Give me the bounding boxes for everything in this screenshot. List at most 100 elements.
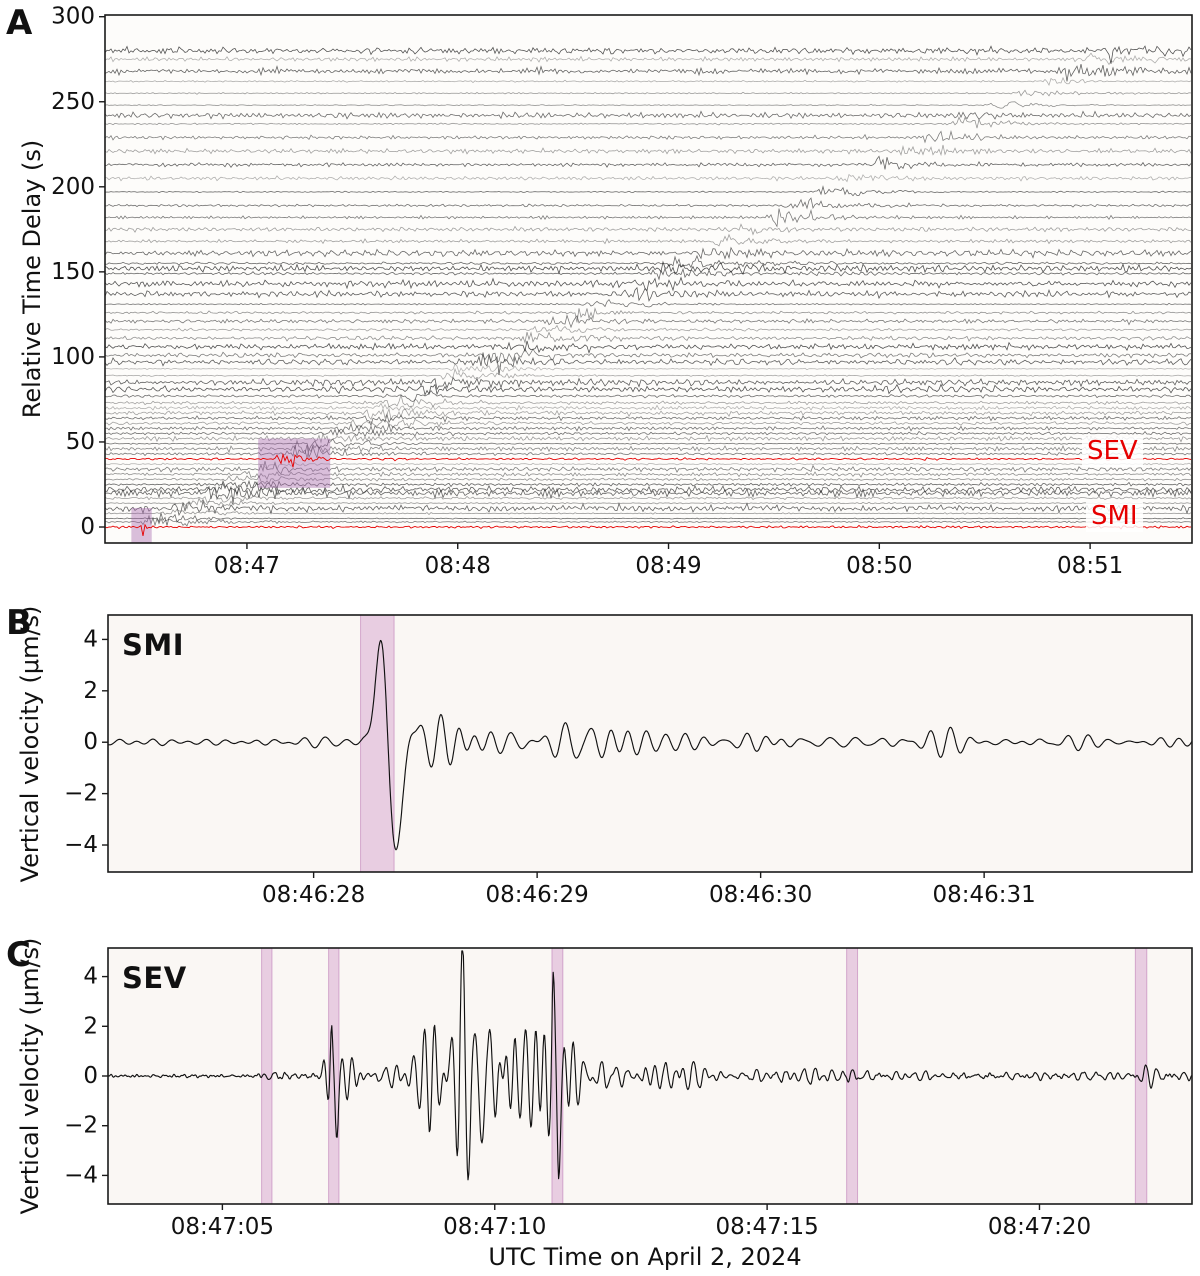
panel-c-letter: C bbox=[6, 935, 31, 975]
seismic-trace bbox=[105, 130, 1192, 144]
seismic-trace bbox=[105, 444, 1192, 459]
seismic-trace bbox=[105, 499, 1192, 517]
x-tick-label: 08:47 bbox=[214, 553, 280, 579]
seismic-trace bbox=[105, 428, 1192, 438]
sev-pick-highlight bbox=[261, 947, 273, 1205]
y-tick-label: 300 bbox=[51, 4, 95, 30]
seismic-trace bbox=[105, 223, 1191, 236]
sev-trace-red bbox=[105, 452, 1192, 468]
x-axis-label: UTC Time on April 2, 2024 bbox=[488, 1243, 802, 1271]
y-tick-label: −2 bbox=[64, 1113, 98, 1139]
red-station-traces bbox=[105, 452, 1192, 536]
x-tick-label: 08:48 bbox=[425, 553, 491, 579]
seismic-trace bbox=[105, 254, 1192, 269]
seismic-trace bbox=[105, 276, 1192, 292]
seismic-trace bbox=[105, 45, 1192, 64]
seismic-trace bbox=[105, 286, 1192, 302]
seismic-trace bbox=[105, 246, 1192, 260]
y-tick-label: 150 bbox=[51, 259, 95, 285]
x-tick-label: 08:49 bbox=[635, 553, 701, 579]
y-tick-label: 0 bbox=[83, 729, 98, 755]
seismic-trace bbox=[105, 432, 1192, 444]
x-tick-label: 08:46:30 bbox=[709, 882, 812, 908]
seismic-trace bbox=[105, 407, 1192, 421]
y-tick-label: 0 bbox=[80, 514, 95, 540]
x-tick-label: 08:47:20 bbox=[988, 1214, 1091, 1240]
seismic-trace bbox=[105, 493, 1192, 504]
seismic-trace bbox=[105, 390, 1192, 403]
seismic-trace bbox=[105, 352, 1192, 375]
y-tick-label: 2 bbox=[83, 678, 98, 704]
panel-c-ylabel: Vertical velocity (μm/s) bbox=[16, 937, 44, 1215]
seismic-trace bbox=[105, 485, 1192, 505]
seismic-trace bbox=[105, 173, 1192, 183]
panel-b-station-label: SMI bbox=[122, 628, 185, 662]
seismic-trace bbox=[105, 76, 1192, 87]
seismic-trace bbox=[105, 110, 1192, 120]
record-section-traces bbox=[105, 45, 1192, 527]
panel-c-bg bbox=[108, 948, 1192, 1204]
x-tick-label: 08:47:10 bbox=[443, 1214, 546, 1240]
panel-b-ylabel: Vertical velocity (μm/s) bbox=[16, 605, 44, 883]
seismic-trace bbox=[105, 348, 1192, 364]
seismic-trace bbox=[105, 64, 1192, 82]
smi-trace-red bbox=[105, 523, 1192, 536]
seismic-trace bbox=[105, 267, 1192, 281]
seismic-trace bbox=[105, 298, 1192, 308]
x-tick-label: 08:51 bbox=[1057, 553, 1123, 579]
y-tick-label: 50 bbox=[66, 429, 95, 455]
seismic-trace bbox=[105, 340, 1192, 355]
seismic-trace bbox=[105, 461, 1192, 475]
x-tick-label: 08:46:31 bbox=[932, 882, 1035, 908]
seismic-trace bbox=[105, 307, 1192, 323]
panel-a-ylabel: Relative Time Delay (s) bbox=[18, 139, 46, 419]
y-tick-label: −2 bbox=[64, 781, 98, 807]
trace-label-sev: SEV bbox=[1082, 436, 1143, 467]
seismic-trace bbox=[105, 393, 1191, 408]
seismic-trace bbox=[105, 101, 1192, 109]
seismic-trace bbox=[105, 497, 1192, 510]
seismic-trace bbox=[105, 418, 1192, 429]
x-tick-label: 08:46:29 bbox=[485, 882, 588, 908]
smi-pick-highlight bbox=[360, 614, 395, 873]
panel-c-station-label: SEV bbox=[122, 961, 187, 995]
seismic-trace bbox=[105, 185, 1192, 197]
trace-label-smi: SMI bbox=[1086, 501, 1143, 532]
y-tick-label: 100 bbox=[51, 344, 95, 370]
panel-c-window-highlight bbox=[258, 438, 331, 488]
seismic-trace bbox=[105, 422, 1192, 434]
seismic-trace bbox=[105, 52, 1192, 66]
smi-waveform bbox=[107, 639, 1193, 851]
seismic-trace bbox=[105, 479, 1192, 490]
x-tick-label: 08:46:28 bbox=[262, 882, 365, 908]
seismic-trace bbox=[105, 155, 1192, 170]
panel-b-letter: B bbox=[6, 603, 32, 643]
seismic-trace bbox=[105, 331, 1192, 344]
y-tick-label: 0 bbox=[83, 1063, 98, 1089]
x-tick-label: 08:47:05 bbox=[171, 1214, 274, 1240]
seismic-trace bbox=[105, 508, 1192, 516]
seismic-trace bbox=[105, 144, 1192, 157]
y-tick-label: −4 bbox=[64, 1162, 98, 1188]
seismic-trace bbox=[105, 461, 1192, 471]
seismic-trace bbox=[105, 233, 1192, 247]
seismic-trace bbox=[105, 260, 1192, 276]
seismic-trace bbox=[105, 376, 1192, 391]
seismic-trace bbox=[105, 197, 1192, 210]
sev-pick-highlight bbox=[846, 947, 859, 1205]
y-tick-label: 4 bbox=[83, 964, 98, 990]
seismic-trace bbox=[105, 314, 1192, 329]
seismic-trace bbox=[105, 383, 1192, 396]
y-tick-label: −4 bbox=[64, 832, 98, 858]
seismic-trace bbox=[105, 208, 1192, 228]
panel-a-frame bbox=[104, 14, 1193, 544]
y-tick-label: 2 bbox=[83, 1013, 98, 1039]
y-tick-label: 250 bbox=[51, 89, 95, 115]
seismic-trace bbox=[105, 402, 1192, 412]
seismic-trace bbox=[105, 470, 1192, 481]
sev-waveform bbox=[107, 950, 1193, 1181]
seismic-trace bbox=[105, 413, 1192, 427]
panel-b-window-highlight bbox=[131, 507, 152, 543]
seismic-trace bbox=[105, 438, 1192, 451]
